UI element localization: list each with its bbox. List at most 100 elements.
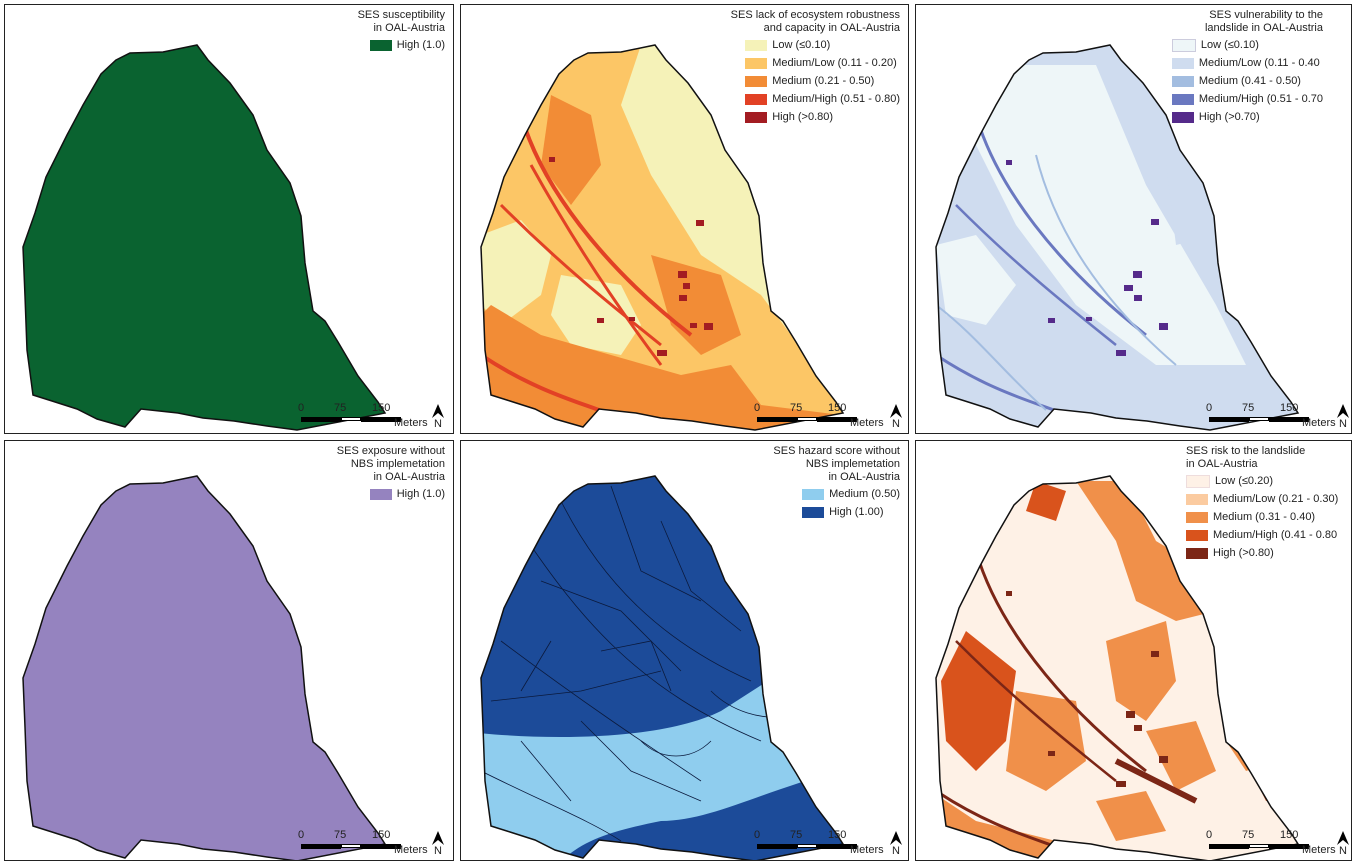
legend-item: High (1.0): [369, 485, 445, 503]
north-label: N: [892, 418, 900, 430]
legend-label: High (>0.70): [1198, 110, 1260, 123]
scale-unit: Meters: [394, 417, 428, 429]
scale-bar: 0 75 150 Meters: [754, 829, 884, 857]
scale-tick: 0: [298, 829, 305, 841]
legend-label: High (1.0): [396, 38, 445, 51]
scale-tick: 75: [1242, 829, 1255, 841]
map-risk: [935, 475, 1300, 860]
legend-item: High (>0.80): [1186, 544, 1338, 562]
legend-title: in OAL-Austria: [373, 22, 445, 34]
north-label: N: [434, 845, 442, 857]
legend-label: High (>0.80): [1213, 546, 1274, 559]
north-arrow: N: [1336, 831, 1350, 857]
region-polygon: [22, 475, 387, 860]
north-arrow-icon: [890, 404, 902, 418]
scale-bar: 0 75 150 Meters: [1206, 402, 1336, 430]
legend-label: Medium/Low (0.11 - 0.20): [772, 56, 897, 69]
legend-item: Low (≤0.10): [1171, 36, 1323, 54]
legend-swatch: [1171, 38, 1196, 52]
scale-tick: 150: [372, 829, 391, 841]
legend-label: Medium/High (0.51 - 0.80): [772, 92, 900, 105]
legend-item: Medium/Low (0.21 - 0.30): [1186, 490, 1338, 508]
legend-label: Medium/High (0.51 - 0.70: [1198, 92, 1323, 105]
legend-item: High (1.00): [802, 503, 900, 521]
legend-ecosystem: SES lack of ecosystem robustness and cap…: [731, 9, 900, 127]
north-arrow-icon: [432, 404, 444, 418]
north-arrow: N: [889, 404, 903, 430]
scale-tick: 75: [334, 402, 347, 414]
legend-item: High (1.0): [369, 36, 445, 54]
legend-label: High (1.0): [396, 487, 445, 500]
north-arrow: N: [431, 404, 445, 430]
map-panel-exposure: SES exposure without NBS implemetation i…: [4, 440, 454, 861]
legend-swatch: [1186, 529, 1208, 541]
legend-exposure: SES exposure without NBS implemetation i…: [337, 445, 445, 504]
legend-swatch: [745, 75, 768, 87]
scale-bar: 0 75 150 Meters: [298, 402, 428, 430]
legend-item: Medium (0.21 - 0.50): [745, 72, 900, 90]
scale-tick: 150: [1280, 402, 1299, 414]
map-hazard: [480, 475, 845, 860]
legend-swatch: [1186, 511, 1208, 523]
legend-swatch: [1186, 547, 1208, 559]
scale-unit: Meters: [850, 417, 884, 429]
legend-vulnerability: SES vulnerability to the landslide in OA…: [1171, 9, 1323, 127]
scale-tick: 150: [372, 402, 391, 414]
north-label: N: [1339, 418, 1347, 430]
legend-label: Low (≤0.10): [1200, 38, 1259, 51]
legend-title: NBS implemetation: [350, 458, 445, 470]
scale-tick: 75: [1242, 402, 1255, 414]
legend-susceptibility: SES susceptibility in OAL-Austria High (…: [358, 9, 445, 55]
map-ecosystem: [480, 44, 845, 431]
legend-swatch: [745, 57, 768, 69]
map-exposure: [22, 475, 387, 860]
north-arrow: N: [889, 831, 903, 857]
scale-unit: Meters: [394, 844, 428, 856]
map-panel-risk: SES risk to the landslide in OAL-Austria…: [915, 440, 1352, 861]
legend-swatch: [745, 93, 768, 105]
legend-label: Medium (0.21 - 0.50): [772, 74, 875, 87]
north-arrow-icon: [432, 831, 444, 845]
map-susceptibility: [22, 44, 387, 431]
legend-title: SES hazard score without: [773, 445, 900, 457]
scale-tick: 0: [1206, 829, 1213, 841]
legend-swatch: [1171, 75, 1194, 87]
scale-tick: 0: [754, 402, 761, 414]
legend-item: Medium/Low (0.11 - 0.20): [745, 54, 900, 72]
scale-unit: Meters: [1302, 417, 1336, 429]
legend-item: Medium (0.31 - 0.40): [1186, 508, 1338, 526]
legend-title: NBS implemetation: [805, 458, 900, 470]
north-arrow: N: [1336, 404, 1350, 430]
legend-label: Medium/Low (0.11 - 0.40: [1198, 56, 1320, 69]
north-arrow-icon: [1337, 831, 1349, 845]
map-panel-hazard: SES hazard score without NBS implemetati…: [460, 440, 909, 861]
scale-tick: 0: [1206, 402, 1213, 414]
north-arrow-icon: [1337, 404, 1349, 418]
north-label: N: [892, 845, 900, 857]
north-label: N: [1339, 845, 1347, 857]
legend-swatch: [369, 39, 392, 51]
legend-risk: SES risk to the landslide in OAL-Austria…: [1186, 445, 1338, 563]
legend-swatch: [802, 488, 825, 500]
legend-label: Medium (0.41 - 0.50): [1198, 74, 1301, 87]
legend-title: SES susceptibility: [357, 9, 445, 21]
north-label: N: [434, 418, 442, 430]
legend-hazard: SES hazard score without NBS implemetati…: [773, 445, 900, 522]
legend-label: Medium (0.31 - 0.40): [1213, 510, 1316, 523]
legend-label: Low (≤0.10): [772, 38, 831, 51]
scale-tick: 0: [754, 829, 761, 841]
legend-item: High (>0.70): [1171, 108, 1323, 126]
scale-tick: 0: [298, 402, 305, 414]
legend-item: Medium/High (0.41 - 0.80: [1186, 526, 1338, 544]
scale-bar: 0 75 150 Meters: [1206, 829, 1336, 857]
legend-item: Medium/Low (0.11 - 0.40: [1171, 54, 1323, 72]
scale-bar: 0 75 150 Meters: [754, 402, 884, 430]
scale-tick: 75: [790, 402, 803, 414]
scale-tick: 150: [1280, 829, 1299, 841]
legend-item: High (>0.80): [745, 108, 900, 126]
legend-title: SES lack of ecosystem robustness: [730, 9, 900, 21]
scale-tick: 75: [334, 829, 347, 841]
legend-label: Medium (0.50): [829, 487, 900, 500]
legend-title: and capacity in OAL-Austria: [763, 22, 900, 34]
scale-unit: Meters: [850, 844, 884, 856]
